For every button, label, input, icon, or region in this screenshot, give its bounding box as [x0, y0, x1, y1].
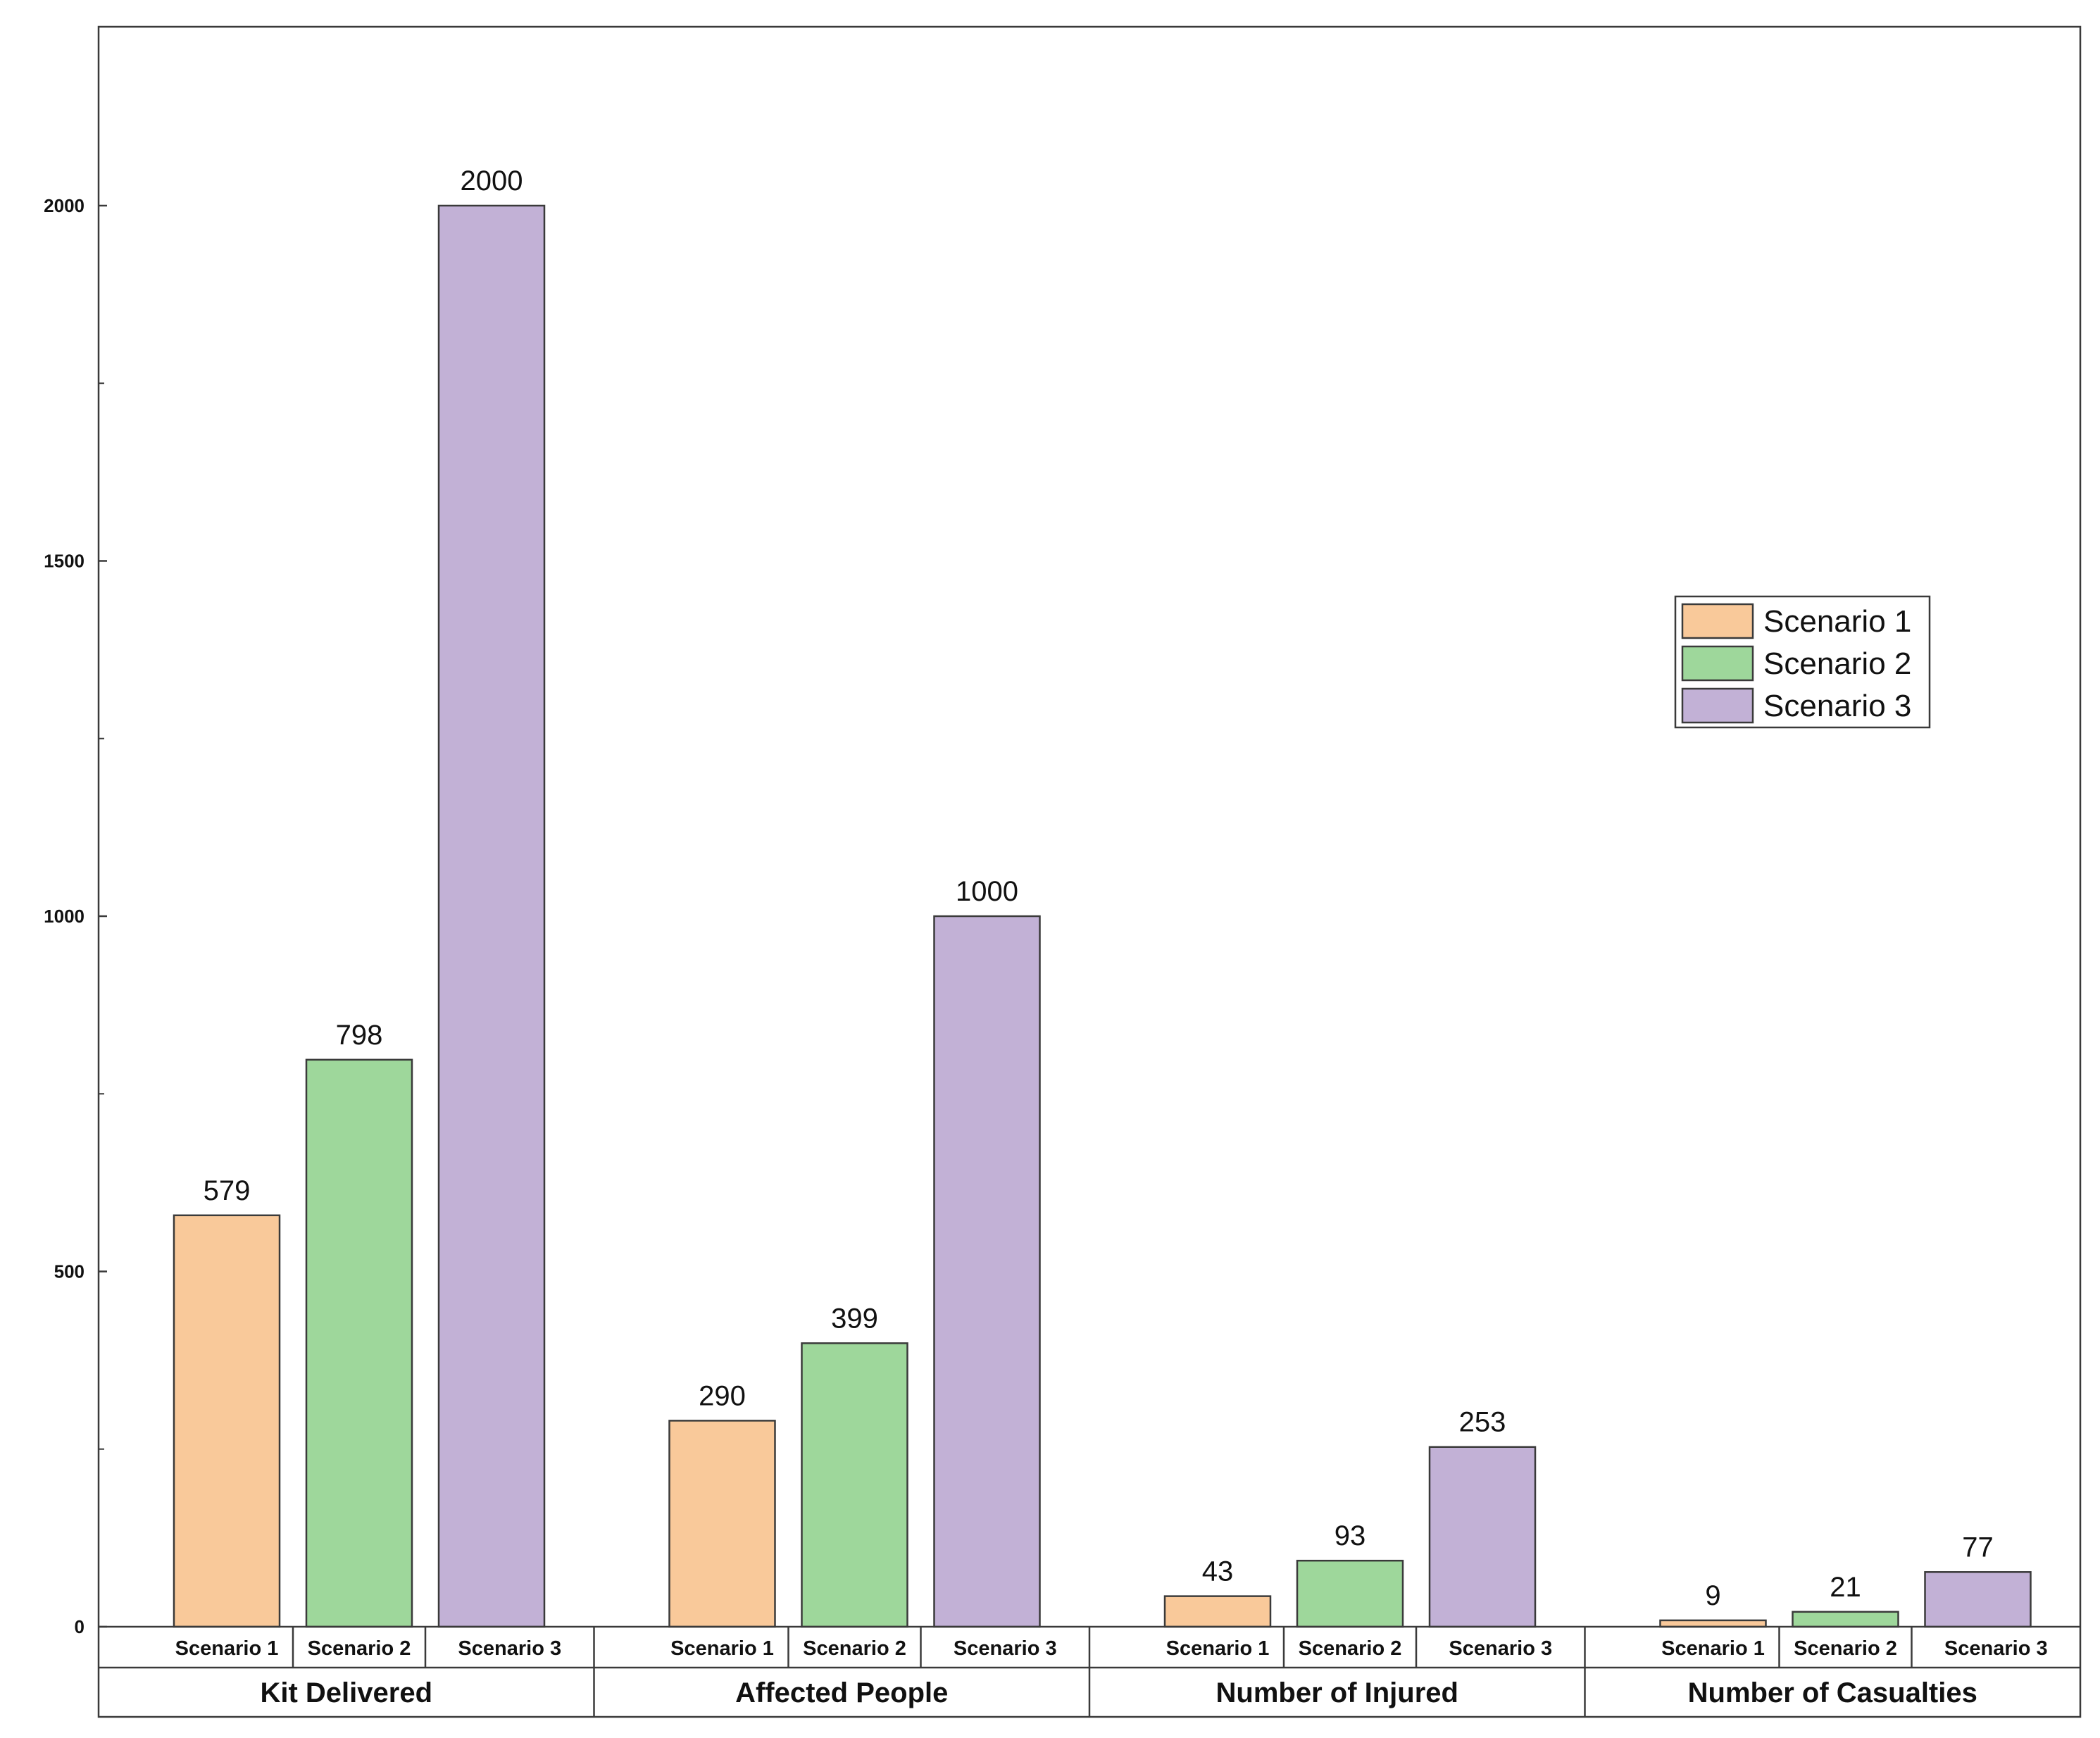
category-label-number-of-casualties: Number of Casualties	[1688, 1677, 1977, 1708]
bar-number-of-casualties-scenario-1	[1659, 1619, 1767, 1628]
data-label-kit-delivered-scenario-1: 579	[204, 1175, 251, 1206]
data-label-number-of-casualties-scenario-3: 77	[1962, 1532, 1994, 1563]
bar-affected-people-scenario-2	[801, 1342, 908, 1628]
bar-kit-delivered-scenario-1	[173, 1214, 281, 1628]
bar-kit-delivered-scenario-2	[305, 1058, 413, 1628]
data-label-kit-delivered-scenario-3: 2000	[461, 165, 523, 196]
bar-number-of-casualties-scenario-3	[1924, 1571, 2032, 1628]
y-tick-label: 0	[75, 1616, 85, 1637]
bar-layer	[173, 204, 2032, 1628]
data-label-affected-people-scenario-2: 399	[831, 1303, 878, 1334]
scenario-tick-label: Scenario 3	[1944, 1637, 2048, 1660]
category-label-number-of-injured: Number of Injured	[1216, 1677, 1458, 1708]
legend: Scenario 1 Scenario 2 Scenario 3	[1674, 595, 1931, 729]
category-label-affected-people: Affected People	[735, 1677, 948, 1708]
data-label-affected-people-scenario-3: 1000	[956, 876, 1018, 907]
category-label-kit-delivered: Kit Delivered	[260, 1677, 432, 1708]
data-label-kit-delivered-scenario-2: 798	[336, 1020, 383, 1051]
scenario-tick-label: Scenario 2	[308, 1637, 411, 1660]
legend-label-scenario-2: Scenario 2	[1763, 646, 1911, 681]
scenario-tick-label: Scenario 1	[1166, 1637, 1270, 1660]
bar-number-of-casualties-scenario-2	[1792, 1611, 1899, 1628]
legend-label-scenario-3: Scenario 3	[1763, 689, 1911, 723]
y-tick-label: 1500	[44, 551, 85, 572]
y-tick-label: 500	[54, 1261, 85, 1282]
bar-affected-people-scenario-3	[933, 915, 1041, 1628]
scenario-tick-label: Scenario 1	[175, 1637, 279, 1660]
legend-label-scenario-1: Scenario 1	[1763, 604, 1911, 639]
x-axis: Scenario 1 Scenario 2 Scenario 3 Kit Delive…	[99, 1625, 2080, 1717]
bar-number-of-injured-scenario-2	[1296, 1559, 1404, 1628]
scenario-tick-label: Scenario 1	[1661, 1637, 1765, 1660]
y-tick-label: 2000	[44, 195, 85, 216]
value-label-layer: 579 798 2000 290 399 1000 43 93 253 9 21 77	[204, 165, 1994, 1611]
bar-kit-delivered-scenario-3	[437, 204, 546, 1628]
data-label-affected-people-scenario-1: 290	[699, 1380, 746, 1411]
scenario-tick-label: Scenario 3	[1449, 1637, 1552, 1660]
data-label-number-of-casualties-scenario-1: 9	[1705, 1580, 1720, 1611]
scenario-tick-label: Scenario 1	[670, 1637, 774, 1660]
legend-swatch-scenario-2	[1681, 645, 1754, 682]
data-label-number-of-injured-scenario-1: 43	[1202, 1556, 1234, 1587]
bar-affected-people-scenario-1	[668, 1420, 776, 1628]
y-axis: 0 500 1000 1500 2000	[44, 195, 107, 1637]
legend-swatch-scenario-1	[1681, 603, 1754, 639]
data-label-number-of-injured-scenario-2: 93	[1335, 1520, 1366, 1551]
scenario-tick-label: Scenario 3	[954, 1637, 1057, 1660]
scenario-tick-label: Scenario 3	[458, 1637, 561, 1660]
bar-number-of-injured-scenario-1	[1163, 1595, 1272, 1628]
legend-swatch-scenario-3	[1681, 687, 1754, 724]
scenario-tick-label: Scenario 2	[803, 1637, 906, 1660]
data-label-number-of-casualties-scenario-2: 21	[1830, 1572, 1861, 1603]
scenario-tick-label: Scenario 2	[1794, 1637, 1897, 1660]
bar-number-of-injured-scenario-3	[1428, 1446, 1537, 1628]
data-label-number-of-injured-scenario-3: 253	[1459, 1407, 1506, 1438]
scenario-tick-label: Scenario 2	[1299, 1637, 1402, 1660]
y-tick-label: 1000	[44, 906, 85, 927]
